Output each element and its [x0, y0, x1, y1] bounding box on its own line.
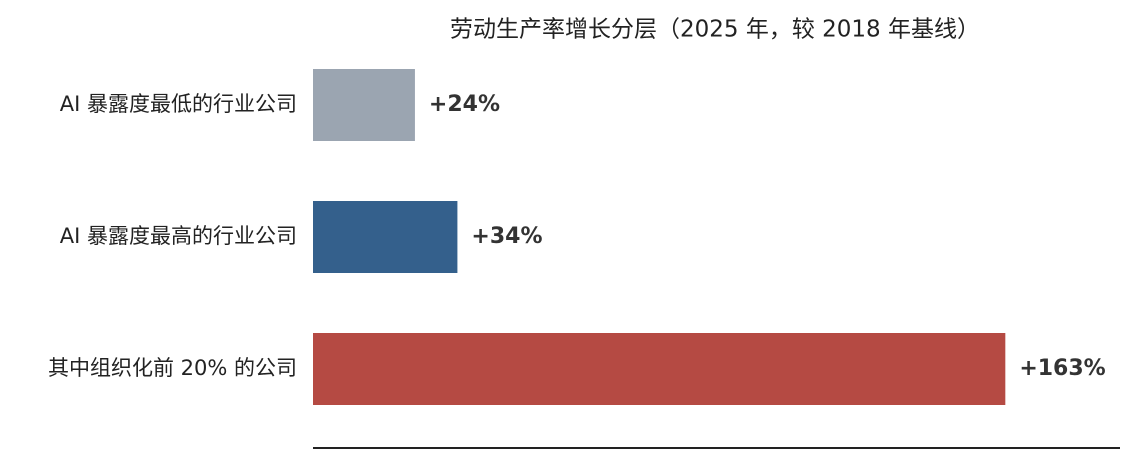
- bar: [313, 201, 458, 273]
- category-label: AI 暴露度最高的行业公司: [60, 224, 297, 248]
- value-label: +24%: [429, 92, 500, 117]
- value-label: +163%: [1019, 356, 1105, 381]
- value-label: +34%: [471, 224, 542, 249]
- bar: [313, 333, 1006, 405]
- chart-title: 劳动生产率增长分层（2025 年，较 2018 年基线）: [450, 17, 980, 43]
- bar: [313, 69, 415, 141]
- category-label: AI 暴露度最低的行业公司: [60, 92, 297, 116]
- category-label: 其中组织化前 20% 的公司: [48, 356, 297, 380]
